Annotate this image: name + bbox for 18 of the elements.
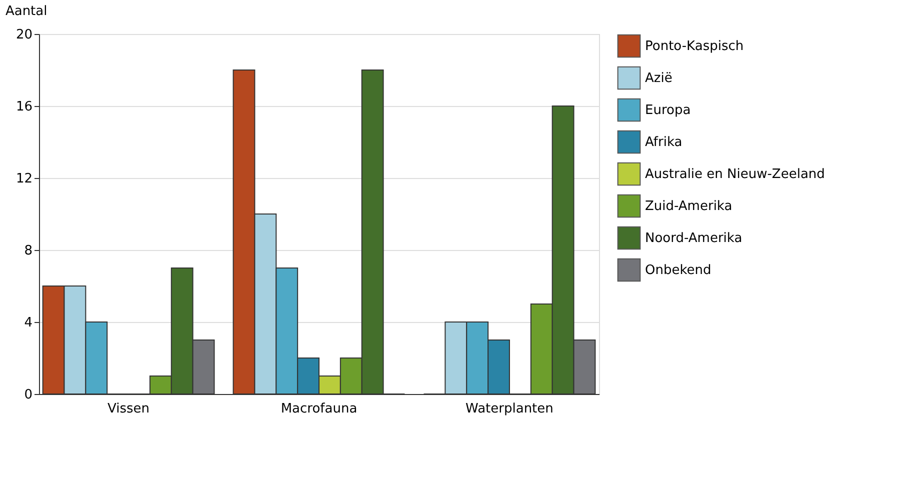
y-tick-label: 12 <box>16 172 32 186</box>
legend-label: Europa <box>645 103 691 118</box>
y-axis-title: Aantal <box>5 4 48 19</box>
y-tick-label: 4 <box>24 316 32 330</box>
y-tick-label: 8 <box>24 244 32 258</box>
legend-label: Azië <box>645 71 672 86</box>
legend-label: Noord-Amerika <box>645 231 742 246</box>
legend-label: Australie en Nieuw-Zeeland <box>645 167 825 182</box>
x-tick-label: Vissen <box>108 402 150 416</box>
x-tick-label: Macrofauna <box>280 402 358 416</box>
y-tick-label: 0 <box>24 388 32 402</box>
legend-label: Zuid-Amerika <box>645 199 732 214</box>
legend-label: Onbekend <box>645 263 712 278</box>
x-tick-label: Waterplanten <box>466 402 554 416</box>
legend-label: Ponto-Kaspisch <box>645 39 744 54</box>
y-tick-label: 16 <box>16 100 32 114</box>
y-tick-label: 20 <box>16 28 32 42</box>
legend-label: Afrika <box>645 135 682 150</box>
